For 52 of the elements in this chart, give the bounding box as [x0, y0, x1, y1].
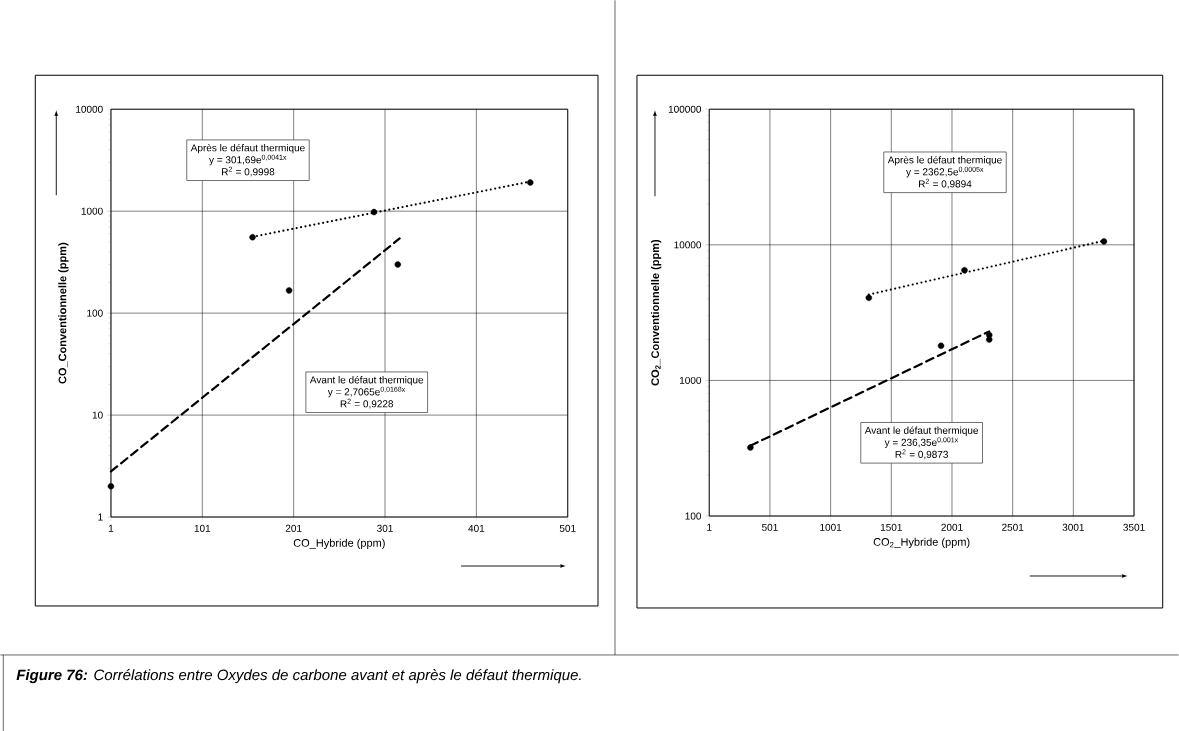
point	[865, 294, 873, 301]
x-tick-label: 1	[108, 524, 114, 532]
y-tick-label: 1000	[81, 207, 103, 215]
x-tick-label: 1501	[880, 523, 902, 531]
text: Figure 76: Corrélations entre Oxydes de carbone avant et après le défaut thermique.	[16, 668, 581, 684]
point	[937, 342, 945, 349]
annotation: y = 301,69e$^{0,0041x}$	[209, 154, 287, 166]
annotation: y = 2,7065e$^{0,0168x}$	[327, 386, 406, 398]
x-axis-title: CO_Hybride (ppm)	[293, 538, 385, 549]
x-tick-label: 3001	[1062, 523, 1084, 531]
point	[285, 287, 293, 294]
y-tick-label: 1000	[679, 376, 702, 384]
x-tick-label: 1001	[820, 523, 842, 531]
x-tick-label: 401	[468, 524, 485, 532]
x-tick-label: 501	[762, 523, 778, 531]
y-axis-title: CO$_{2}$_Conventionnelle (ppm)	[650, 239, 662, 386]
y-tick-label: 10000	[76, 105, 103, 113]
annotation: R$^{2}$ = 0,9228	[340, 398, 394, 409]
annotation: Après le défaut thermique	[887, 155, 1002, 166]
x-tick-label: 2001	[941, 523, 963, 531]
x-tick-label: 1	[707, 523, 712, 531]
y-tick-label: 10	[92, 411, 103, 419]
point	[961, 266, 968, 274]
annotation: Avant le défaut thermique	[309, 375, 424, 386]
point	[986, 336, 993, 343]
point	[394, 261, 401, 268]
y-tick-label: 10000	[674, 241, 702, 249]
y-axis-title: CO_Conventionnelle (ppm)	[58, 242, 69, 384]
annotation: R$^{2}$ = 0,9998	[222, 166, 275, 177]
annotation: Avant le défaut thermique	[864, 426, 979, 436]
y-tick-label: 100000	[668, 105, 702, 113]
y-tick-label: 100	[87, 309, 103, 317]
annotation: Après le défaut thermique	[190, 143, 305, 154]
y-tick-label: 1	[98, 513, 103, 521]
point	[1100, 238, 1108, 245]
point	[107, 483, 115, 490]
point	[747, 444, 754, 451]
annotation: y = 2362,5e$^{0,0005x}$	[906, 166, 984, 178]
x-tick-label: 201	[285, 524, 302, 532]
x-axis-title: CO$_{2}$_Hybride (ppm)	[873, 537, 970, 548]
x-tick-label: 101	[194, 524, 211, 532]
x-tick-label: 3501	[1123, 523, 1145, 531]
annotation: R$^{2}$ = 0,9894	[919, 178, 972, 189]
point	[527, 179, 534, 186]
point	[370, 208, 378, 216]
annotation: y = 236,35e$^{0,001x}$	[884, 437, 959, 448]
x-tick-label: 2501	[1002, 523, 1024, 531]
x-tick-label: 301	[377, 524, 393, 532]
annotation: R$^{2}$ = 0,9873	[895, 449, 948, 460]
y-tick-label: 100	[685, 512, 702, 520]
x-tick-label: 501	[559, 524, 576, 532]
point	[249, 233, 256, 241]
